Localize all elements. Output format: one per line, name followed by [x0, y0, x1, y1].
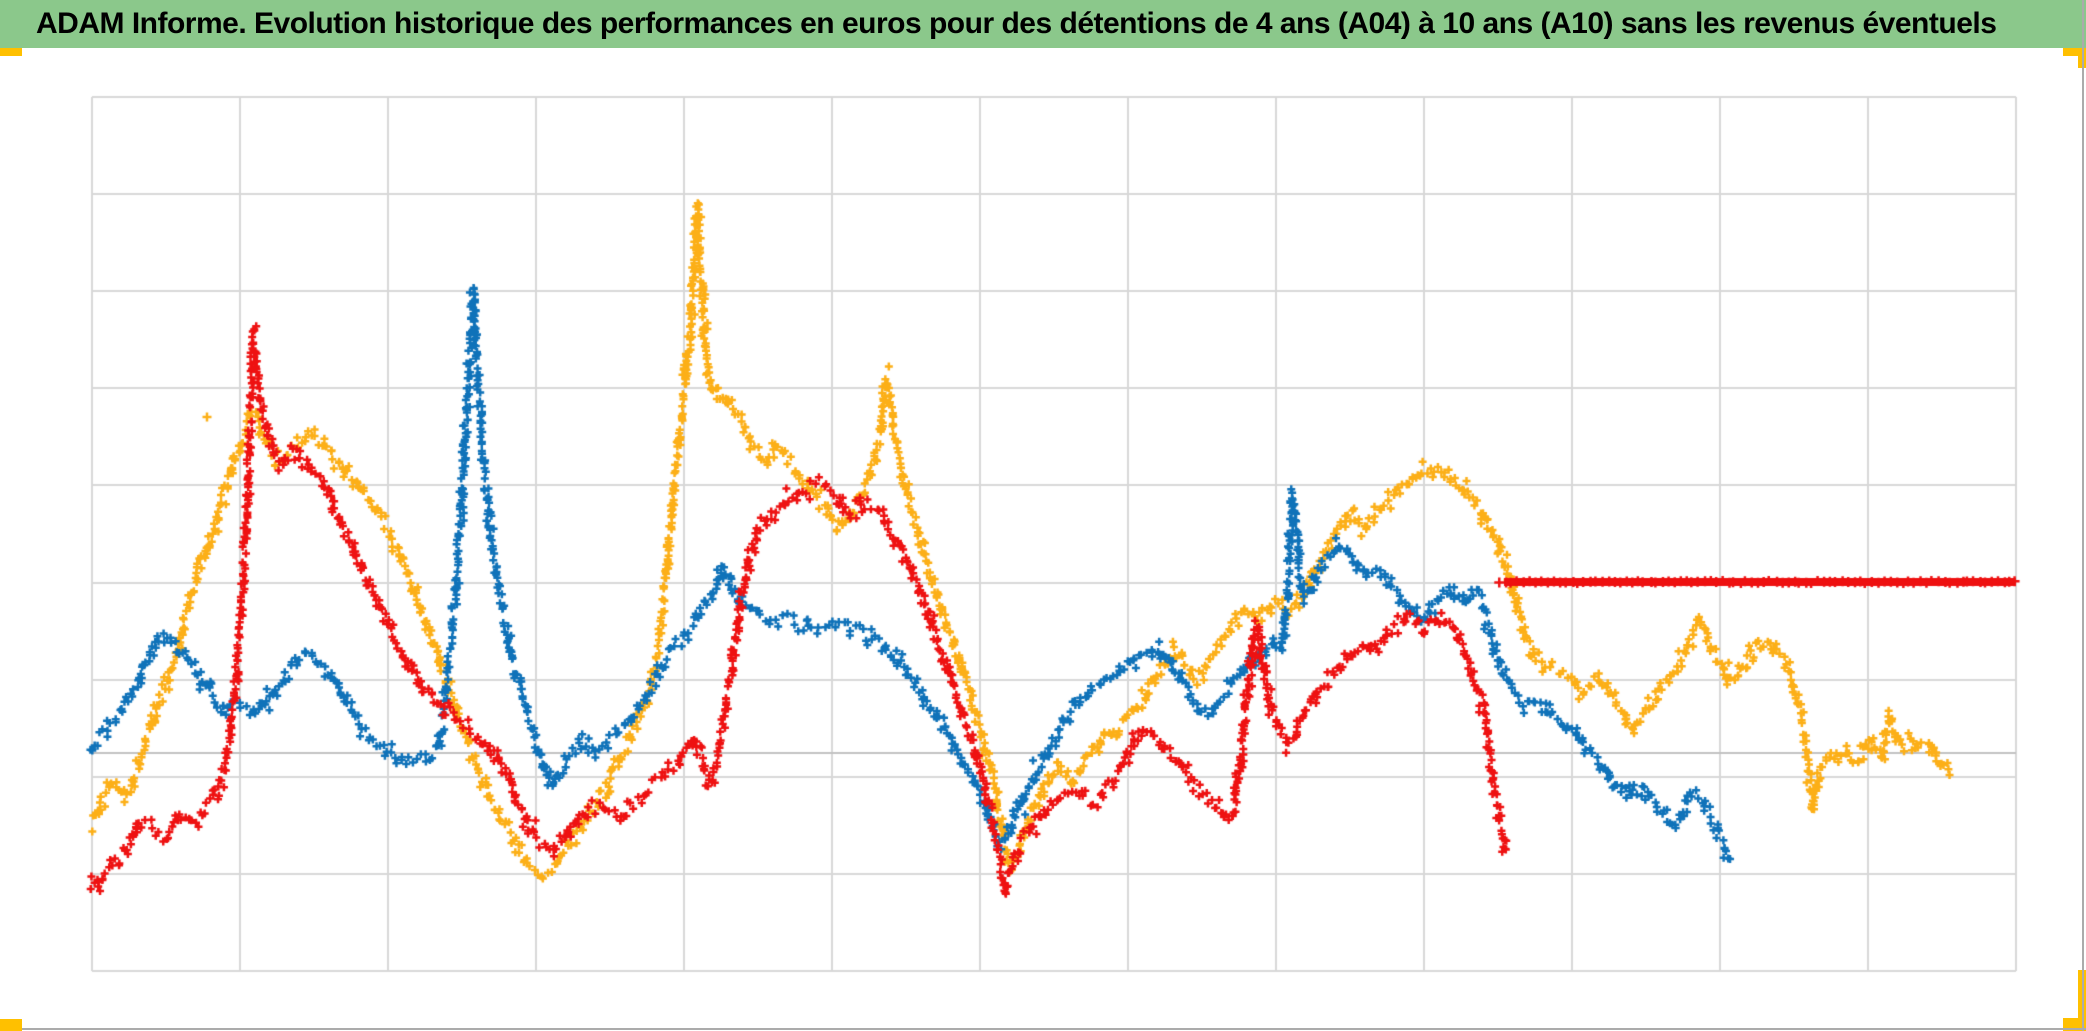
sheet-corner-marker-top-right	[2063, 48, 2086, 56]
sheet-corner-marker-top-left	[0, 48, 22, 56]
window-edge-bottom	[22, 1028, 2086, 1030]
window-edge-right	[2082, 0, 2084, 1031]
sheet-corner-marker-bottom-right-tail	[2063, 1018, 2086, 1031]
chart-title: ADAM Informe. Evolution historique des p…	[36, 7, 1997, 40]
sheet-corner-marker-bottom-left	[0, 1019, 22, 1031]
chart-title-bar: ADAM Informe. Evolution historique des p…	[0, 0, 2086, 48]
